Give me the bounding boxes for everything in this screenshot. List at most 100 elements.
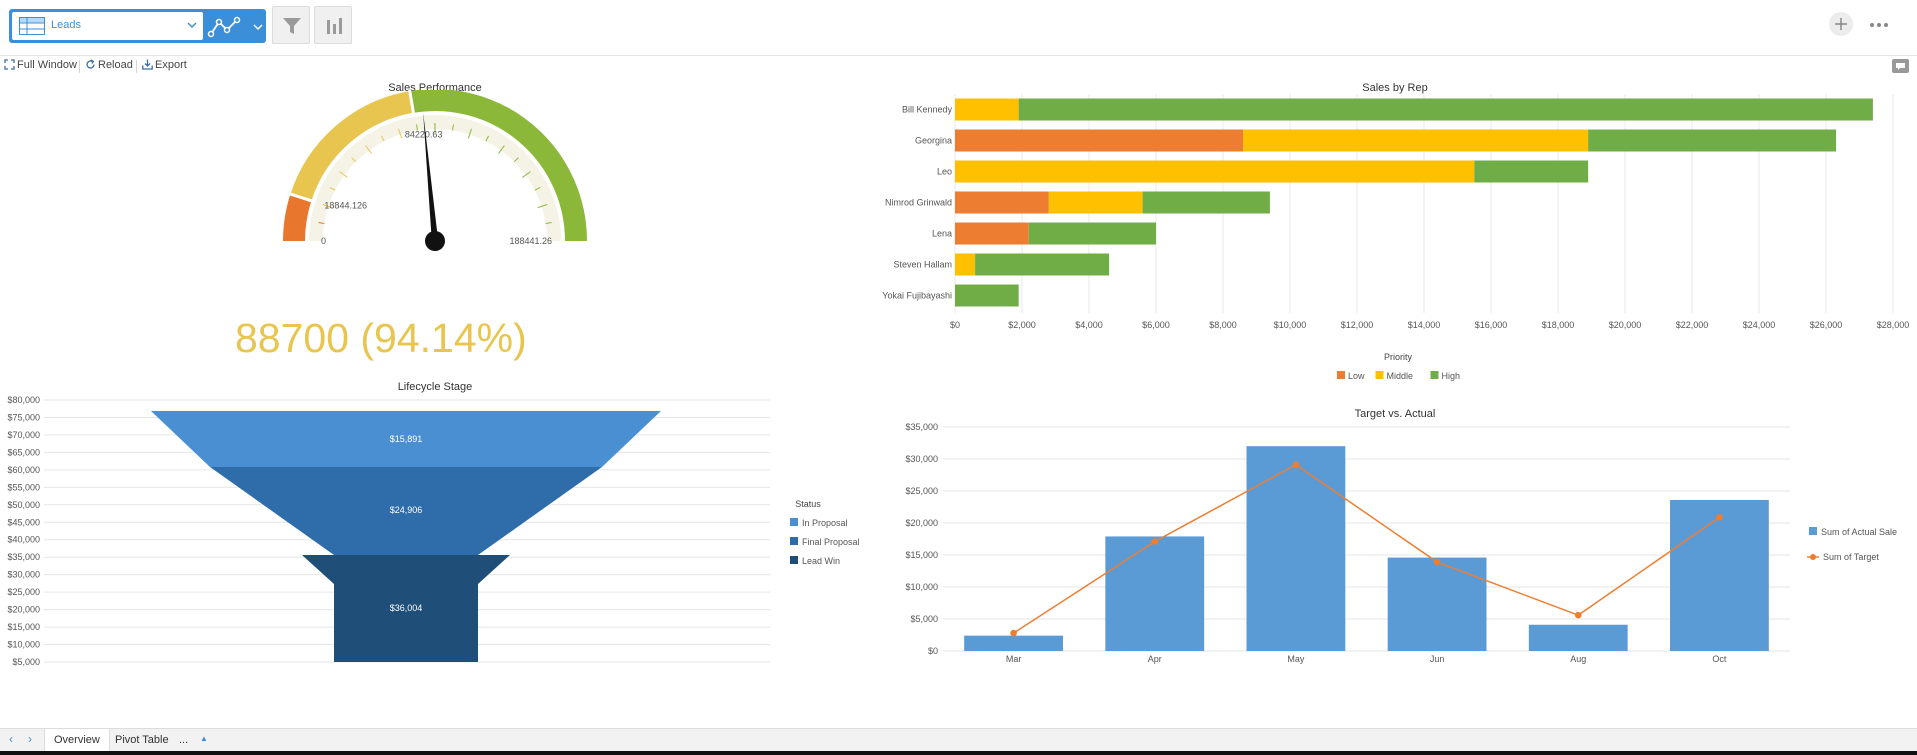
sheet-list-up-button[interactable]: ▲ bbox=[200, 734, 208, 743]
tva-y-tick-label: $5,000 bbox=[910, 614, 938, 624]
rep-legend-title: Priority bbox=[1384, 352, 1413, 362]
funnel-legend-title: Status bbox=[795, 499, 821, 509]
tab-more[interactable]: ... bbox=[179, 734, 189, 746]
gauge-tick bbox=[365, 145, 372, 154]
gauge-tick bbox=[537, 204, 548, 209]
tva-bar bbox=[1528, 624, 1628, 651]
funnel-legend-swatch bbox=[790, 518, 798, 526]
rep-x-tick-label: $26,000 bbox=[1810, 320, 1843, 330]
rep-x-tick-label: $16,000 bbox=[1475, 320, 1508, 330]
filter-icon bbox=[283, 18, 301, 34]
tva-target-point bbox=[1151, 538, 1159, 545]
rep-bar-segment bbox=[955, 191, 1049, 214]
rep-category-label: Leo bbox=[937, 167, 952, 177]
reload-label: Reload bbox=[98, 59, 133, 71]
export-label: Export bbox=[155, 59, 187, 71]
funnel-y-tick-label: $15,000 bbox=[7, 622, 40, 632]
tva-target-polyline bbox=[1013, 463, 1720, 634]
rep-bar-segment bbox=[955, 98, 1019, 121]
datasource-selector[interactable]: Leads bbox=[9, 9, 266, 43]
rep-legend-swatch bbox=[1337, 371, 1345, 379]
rep-bar-segment bbox=[955, 129, 1244, 152]
chart-settings-button[interactable] bbox=[314, 6, 352, 44]
funnel-y-tick-label: $55,000 bbox=[7, 482, 40, 492]
funnel-y-ticks: $80,000 $75,000 $70,000 $65,000 $60,000 $55,0… bbox=[7, 395, 40, 667]
comments-button[interactable] bbox=[1892, 59, 1909, 73]
line-chart-icon[interactable] bbox=[207, 14, 243, 40]
tva-gridlines: $0 $5,000 $10,000 $15,000 $20,000 $25,000 $30,… bbox=[905, 422, 1790, 656]
funnel-y-tick-label: $10,000 bbox=[7, 640, 40, 650]
rep-category-label: Georgina bbox=[915, 136, 952, 146]
rep-legend-label: Low bbox=[1348, 371, 1365, 381]
gauge-tick bbox=[329, 186, 336, 191]
gauge-band-separator bbox=[288, 191, 314, 203]
tva-legend-swatch bbox=[1809, 527, 1817, 535]
rep-category-label: Nimrod Grinwald bbox=[885, 198, 952, 208]
gauge-tick bbox=[351, 157, 357, 163]
target-vs-actual-title: Target vs. Actual bbox=[1354, 408, 1436, 420]
gauge-tick bbox=[498, 145, 505, 154]
more-options-button[interactable] bbox=[1869, 14, 1889, 35]
reload-button[interactable]: Reload bbox=[85, 59, 133, 71]
rep-bar-segment bbox=[1243, 129, 1589, 152]
prev-sheet-button[interactable]: ‹ bbox=[9, 732, 13, 746]
gauge-tick bbox=[545, 222, 552, 224]
sales-performance-gauge: 0 18844.126 84220.63 188441.26 bbox=[283, 90, 587, 251]
reload-icon bbox=[86, 59, 95, 69]
tva-x-tick-label: May bbox=[1287, 654, 1305, 664]
sales-by-rep-chart: Bill Kennedy Georgina Leo Nimrod Grinwald Le… bbox=[882, 94, 1910, 381]
rep-x-tick-label: $8,000 bbox=[1209, 320, 1237, 330]
gauge-band-mid bbox=[290, 91, 414, 202]
gauge-tick bbox=[322, 204, 333, 209]
tva-x-tick-label: Jun bbox=[1430, 654, 1445, 664]
rep-category-label: Bill Kennedy bbox=[902, 105, 953, 115]
rep-category-label: Steven Hallam bbox=[893, 260, 952, 270]
full-window-button[interactable]: Full Window bbox=[4, 59, 77, 71]
filter-button[interactable] bbox=[272, 6, 310, 44]
tva-y-tick-label: $35,000 bbox=[905, 422, 938, 432]
tva-y-tick-label: $0 bbox=[928, 646, 938, 656]
rep-x-tick-label: $14,000 bbox=[1408, 320, 1441, 330]
tva-legend-point bbox=[1810, 554, 1816, 560]
comment-icon bbox=[1896, 63, 1905, 70]
gauge-tick bbox=[534, 186, 541, 191]
gauge-band-separators bbox=[288, 90, 416, 203]
rep-bar-segment bbox=[1018, 98, 1873, 121]
tva-bar bbox=[1105, 536, 1205, 651]
window-bottom-edge bbox=[0, 751, 1917, 755]
lifecycle-title: Lifecycle Stage bbox=[397, 381, 473, 393]
datasource-dropdown[interactable]: Leads bbox=[12, 12, 203, 40]
bar-chart-icon bbox=[327, 18, 342, 34]
tab-pivot-table[interactable]: Pivot Table bbox=[115, 734, 169, 746]
funnel-legend-swatch bbox=[790, 537, 798, 545]
tva-legend-label: Sum of Target bbox=[1823, 552, 1879, 562]
tva-bars bbox=[964, 446, 1769, 651]
rep-x-tick-label: $28,000 bbox=[1877, 320, 1910, 330]
tva-target-point bbox=[1010, 629, 1017, 637]
gauge-tick bbox=[339, 171, 348, 178]
export-button[interactable]: Export bbox=[142, 59, 187, 71]
funnel-stage bbox=[210, 467, 602, 555]
chevron-down-icon[interactable] bbox=[186, 19, 198, 31]
tva-x-tick-label: Oct bbox=[1712, 654, 1727, 664]
rep-bar-segment bbox=[955, 222, 1029, 245]
gauge-max-label: 188441.26 bbox=[509, 236, 552, 246]
rep-x-tick-label: $10,000 bbox=[1274, 320, 1307, 330]
gauge-band-low bbox=[283, 194, 312, 242]
tva-target-point bbox=[1716, 513, 1723, 521]
funnel-y-tick-label: $30,000 bbox=[7, 570, 40, 580]
rep-bar-segment bbox=[975, 253, 1110, 276]
funnel-y-tick-label: $5,000 bbox=[12, 657, 40, 667]
next-sheet-button[interactable]: › bbox=[28, 732, 32, 746]
tva-bar bbox=[1670, 499, 1769, 651]
tva-x-tick-label: Apr bbox=[1148, 654, 1162, 664]
gauge-tick bbox=[380, 135, 385, 142]
tab-overview[interactable]: Overview bbox=[44, 729, 110, 751]
table-icon bbox=[19, 17, 45, 35]
rep-x-tick-label: $4,000 bbox=[1075, 320, 1103, 330]
chevron-down-icon[interactable] bbox=[252, 21, 264, 33]
rep-legend-label: High bbox=[1442, 371, 1461, 381]
tva-x-tick-label: Mar bbox=[1006, 654, 1022, 664]
funnel-y-tick-label: $45,000 bbox=[7, 517, 40, 527]
add-button[interactable] bbox=[1829, 12, 1853, 36]
